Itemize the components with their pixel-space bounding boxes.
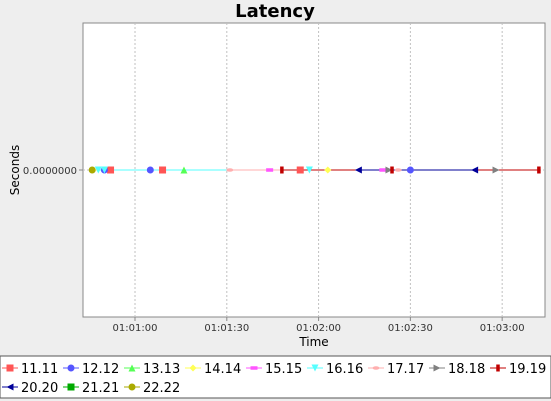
data-point — [354, 166, 362, 174]
legend-label: 19.19 — [509, 362, 546, 377]
data-point — [492, 166, 500, 174]
data-point — [94, 166, 102, 174]
legend-swatch-marker — [311, 364, 319, 372]
y-axis-label: Seconds — [8, 145, 22, 195]
data-point — [394, 168, 402, 172]
x-tick-label: 01:03:00 — [480, 323, 525, 334]
data-point — [159, 166, 167, 174]
data-point — [379, 168, 387, 172]
legend-swatch-marker — [433, 364, 441, 372]
y-tick-label: 0.0000000 — [23, 166, 77, 177]
data-point — [280, 166, 284, 174]
legend-swatch-marker — [250, 366, 258, 370]
legend: 11.11 12.12 13.13 14.14 15.15 16.16 17.17 18.18… — [2, 362, 546, 396]
data-point — [107, 166, 115, 174]
legend-swatch-marker — [128, 383, 136, 391]
x-tick-label: 01:02:30 — [388, 323, 433, 334]
legend-label: 17.17 — [387, 362, 424, 377]
data-point — [324, 166, 332, 174]
legend-swatch-marker — [6, 383, 14, 391]
data-point — [266, 168, 274, 172]
data-point — [226, 168, 234, 172]
data-point — [305, 166, 313, 174]
x-tick-label: 01:02:00 — [296, 323, 341, 334]
data-point — [88, 166, 96, 174]
x-tick-label: 01:01:00 — [113, 323, 158, 334]
legend-label: 22.22 — [143, 381, 180, 396]
legend-swatch-marker — [372, 366, 380, 370]
data-point — [406, 166, 414, 174]
x-axis: 01:01:00 01:01:30 01:02:00 01:02:30 01:03:00 — [113, 317, 525, 334]
data-point — [471, 166, 479, 174]
legend-label: 20.20 — [21, 381, 58, 396]
legend-label: 14.14 — [204, 362, 241, 377]
data-point — [385, 166, 393, 174]
data-point — [180, 166, 188, 174]
legend-label: 16.16 — [326, 362, 363, 377]
legend-swatch-marker — [496, 364, 500, 372]
legend-swatch-marker — [6, 364, 14, 372]
data-point — [390, 166, 394, 174]
chart-title: Latency — [235, 1, 315, 22]
legend-swatch-marker — [189, 364, 197, 372]
legend-label: 12.12 — [82, 362, 119, 377]
legend-swatch-marker — [67, 383, 75, 391]
legend-box — [0, 355, 551, 399]
legend-label: 11.11 — [21, 362, 58, 377]
legend-swatch-marker — [67, 364, 75, 372]
x-axis-label: Time — [298, 335, 328, 349]
data-point — [100, 166, 108, 174]
legend-swatch-marker — [128, 364, 136, 372]
x-tick-label: 01:01:30 — [204, 323, 249, 334]
data-point — [296, 166, 304, 174]
legend-label: 18.18 — [448, 362, 485, 377]
data-point — [537, 166, 541, 174]
legend-label: 13.13 — [143, 362, 180, 377]
series-markers — [88, 166, 541, 174]
legend-label: 15.15 — [265, 362, 302, 377]
legend-label: 21.21 — [82, 381, 119, 396]
y-axis: 0.0000000 — [23, 166, 83, 177]
data-point — [146, 166, 154, 174]
